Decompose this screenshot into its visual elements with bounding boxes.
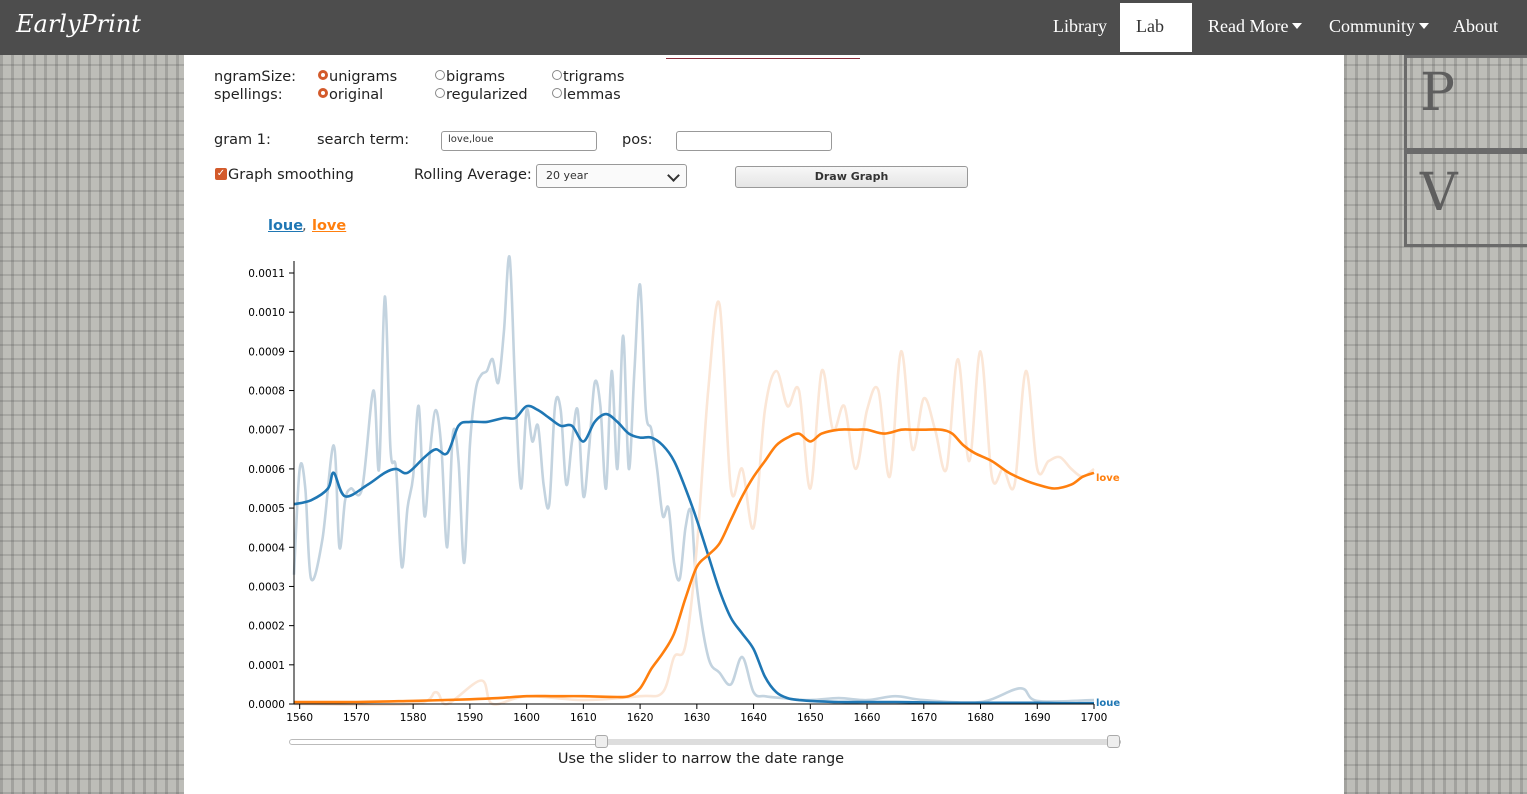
x-tick-label: 1680 <box>967 712 994 724</box>
y-tick-label: 0.0000 <box>248 699 285 711</box>
x-tick-label: 1570 <box>343 712 370 724</box>
date-range-slider-handle-start[interactable] <box>595 735 608 748</box>
date-range-slider-selected <box>602 739 1116 745</box>
radio-dot <box>552 88 562 98</box>
y-tick-label: 0.0009 <box>248 346 285 358</box>
x-tick-label: 1670 <box>910 712 937 724</box>
x-tick-label: 1580 <box>400 712 427 724</box>
nav-community-label: Community <box>1329 16 1416 36</box>
x-tick-label: 1560 <box>286 712 313 724</box>
y-tick-label: 0.0004 <box>248 542 285 554</box>
nav-lab[interactable]: Lab <box>1120 3 1192 75</box>
nav-about-label: About <box>1453 16 1498 36</box>
main-panel: ngramSize: unigrams bigrams trigrams spe… <box>184 55 1344 794</box>
radio-dot <box>318 70 328 80</box>
gram-label: gram 1: <box>214 132 271 148</box>
y-tick-label: 0.0008 <box>248 386 285 398</box>
nav-library-label: Library <box>1053 16 1107 36</box>
radio-label: regularized <box>446 87 528 103</box>
y-tick-label: 0.0011 <box>248 268 285 280</box>
x-tick-label: 1700 <box>1081 712 1108 724</box>
radio-unigrams[interactable]: unigrams <box>318 69 397 85</box>
x-tick-label: 1610 <box>570 712 597 724</box>
y-tick-label: 0.0010 <box>248 307 285 319</box>
rolling-average-select[interactable]: 20 year <box>536 164 687 188</box>
chevron-down-icon <box>667 169 680 182</box>
woodcut-box <box>1404 55 1527 151</box>
pos-input[interactable] <box>676 131 832 151</box>
radio-label: bigrams <box>446 69 505 85</box>
y-tick-label: 0.0005 <box>248 503 285 515</box>
graph-smoothing-label: Graph smoothing <box>228 167 354 183</box>
ngram-size-label: ngramSize: <box>214 69 297 85</box>
graph-smoothing-checkbox[interactable]: ✓ <box>215 168 227 180</box>
smoothed-series-layer <box>293 404 1095 705</box>
background-woodcut-left <box>0 55 184 794</box>
series-end-label-love: love <box>1096 473 1120 484</box>
nav-read-more[interactable]: Read More <box>1192 0 1318 52</box>
x-tick-label: 1590 <box>457 712 484 724</box>
radio-bigrams[interactable]: bigrams <box>435 69 505 85</box>
y-tick-label: 0.0001 <box>248 660 285 672</box>
radio-label: original <box>329 87 384 103</box>
date-range-slider-handle-end[interactable] <box>1107 735 1120 748</box>
legend-link-love[interactable]: love <box>312 218 347 234</box>
divider <box>666 58 860 59</box>
series-line-love-raw <box>293 300 1095 707</box>
radio-original[interactable]: original <box>318 87 383 103</box>
top-navbar: EarlyPrint Library Lab Read More Communi… <box>0 0 1527 75</box>
caret-down-icon <box>1419 23 1430 29</box>
y-tick-label: 0.0006 <box>248 464 285 476</box>
radio-dot <box>435 88 445 98</box>
series-line-loue-raw <box>292 255 1095 704</box>
x-tick-label: 1600 <box>513 712 540 724</box>
nav-read-more-label: Read More <box>1208 16 1289 36</box>
rolling-average-label: Rolling Average: <box>414 167 532 183</box>
y-tick-label: 0.0003 <box>248 581 285 593</box>
radio-trigrams[interactable]: trigrams <box>552 69 624 85</box>
woodcut-box <box>1404 151 1527 247</box>
series-end-label-loue: loue <box>1096 698 1120 709</box>
legend-link-loue[interactable]: loue <box>268 218 304 234</box>
woodcut-letter-glyph: V <box>1420 163 1458 223</box>
y-tick-label: 0.0007 <box>248 425 285 437</box>
x-tick-label: 1630 <box>683 712 710 724</box>
radio-label: trigrams <box>563 69 625 85</box>
radio-dot <box>552 70 562 80</box>
radio-dot <box>318 88 328 98</box>
radio-dot <box>435 70 445 80</box>
radio-regularized[interactable]: regularized <box>435 87 528 103</box>
radio-lemmas[interactable]: lemmas <box>552 87 621 103</box>
rolling-average-value: 20 year <box>546 169 589 182</box>
x-tick-label: 1640 <box>740 712 767 724</box>
nav-community[interactable]: Community <box>1313 0 1445 52</box>
x-tick-label: 1690 <box>1024 712 1051 724</box>
spellings-label: spellings: <box>214 87 283 103</box>
caret-down-icon <box>1292 23 1303 29</box>
y-tick-label: 0.0002 <box>248 621 285 633</box>
x-tick-label: 1620 <box>627 712 654 724</box>
search-term-input[interactable]: love,loue <box>441 131 597 151</box>
radio-label: lemmas <box>563 87 621 103</box>
brand-logo[interactable]: EarlyPrint <box>16 10 141 38</box>
pos-label: pos: <box>622 132 653 148</box>
raw-series-layer <box>292 255 1095 707</box>
woodcut-letter-glyph: P <box>1420 63 1455 123</box>
radio-label: unigrams <box>329 69 398 85</box>
series-line-loue-smoothed <box>293 404 1095 705</box>
x-tick-label: 1650 <box>797 712 824 724</box>
slider-caption: Use the slider to narrow the date range <box>557 751 845 767</box>
nav-about[interactable]: About <box>1437 0 1514 52</box>
legend-separator: , <box>302 218 307 234</box>
axes: 0.0000 0.0001 0.0002 0.0003 0.0004 0.0005 0.00… <box>248 261 1120 724</box>
search-term-label: search term: <box>317 132 410 148</box>
nav-lab-label: Lab <box>1136 16 1164 36</box>
series-line-love-smoothed <box>293 428 1095 704</box>
x-tick-label: 1660 <box>854 712 881 724</box>
draw-graph-button[interactable]: Draw Graph <box>735 166 968 188</box>
nav-library[interactable]: Library <box>1037 0 1123 52</box>
ngram-line-chart: 0.0000 0.0001 0.0002 0.0003 0.0004 0.0005 0.00… <box>248 255 1120 724</box>
background-woodcut-right: P V <box>1344 55 1527 794</box>
